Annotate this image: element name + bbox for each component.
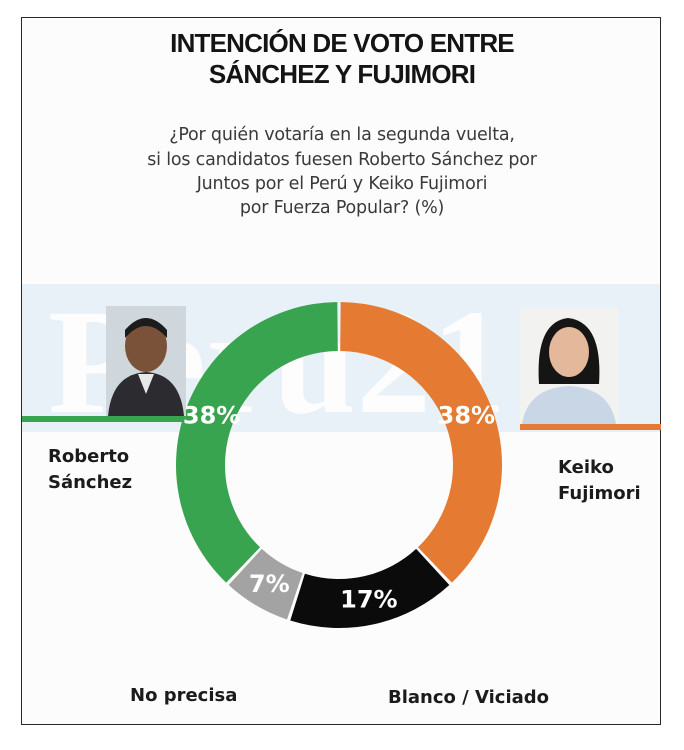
value-label-1: 17% — [340, 586, 397, 614]
donut-slices: 38% 17% 7% 38% — [176, 302, 502, 628]
slice-keiko-fujimori — [340, 302, 502, 583]
sanchez-photo — [106, 306, 186, 416]
label-blanco-viciado: Blanco / Viciado — [388, 687, 550, 708]
chart-subtitle-line-1: ¿Por quién votaría en la segunda vuelta, — [169, 125, 515, 145]
label-fujimori-line-2: Fujimori — [558, 483, 641, 504]
chart-subtitle-line-4: por Fuerza Popular? (%) — [239, 198, 445, 218]
chart-subtitle-line-3: Juntos por el Perú y Keiko Fujimori — [196, 174, 488, 194]
chart-title-line-1: INTENCIÓN DE VOTO ENTRE — [170, 28, 515, 58]
chart-subtitle-line-2: si los candidatos fuesen Roberto Sánchez… — [147, 150, 537, 170]
label-roberto-sanchez: Roberto Sánchez — [48, 444, 132, 496]
value-label-3: 38% — [183, 402, 240, 430]
fujimori-photo — [520, 308, 618, 424]
slice-no-precisa — [228, 548, 303, 620]
value-label-2: 7% — [249, 570, 290, 598]
value-label-0: 38% — [438, 402, 495, 430]
label-keiko-fujimori: Keiko Fujimori — [558, 455, 641, 507]
label-no-precisa: No precisa — [130, 685, 238, 706]
label-fujimori-line-1: Keiko — [558, 457, 614, 478]
label-sanchez-line-2: Sánchez — [48, 472, 133, 493]
chart-title-line-2: SÁNCHEZ Y FUJIMORI — [208, 59, 476, 89]
slice-roberto-sánchez — [176, 302, 338, 583]
label-sanchez-line-1: Roberto — [48, 446, 130, 467]
slice-blanco-viciado — [290, 548, 450, 628]
